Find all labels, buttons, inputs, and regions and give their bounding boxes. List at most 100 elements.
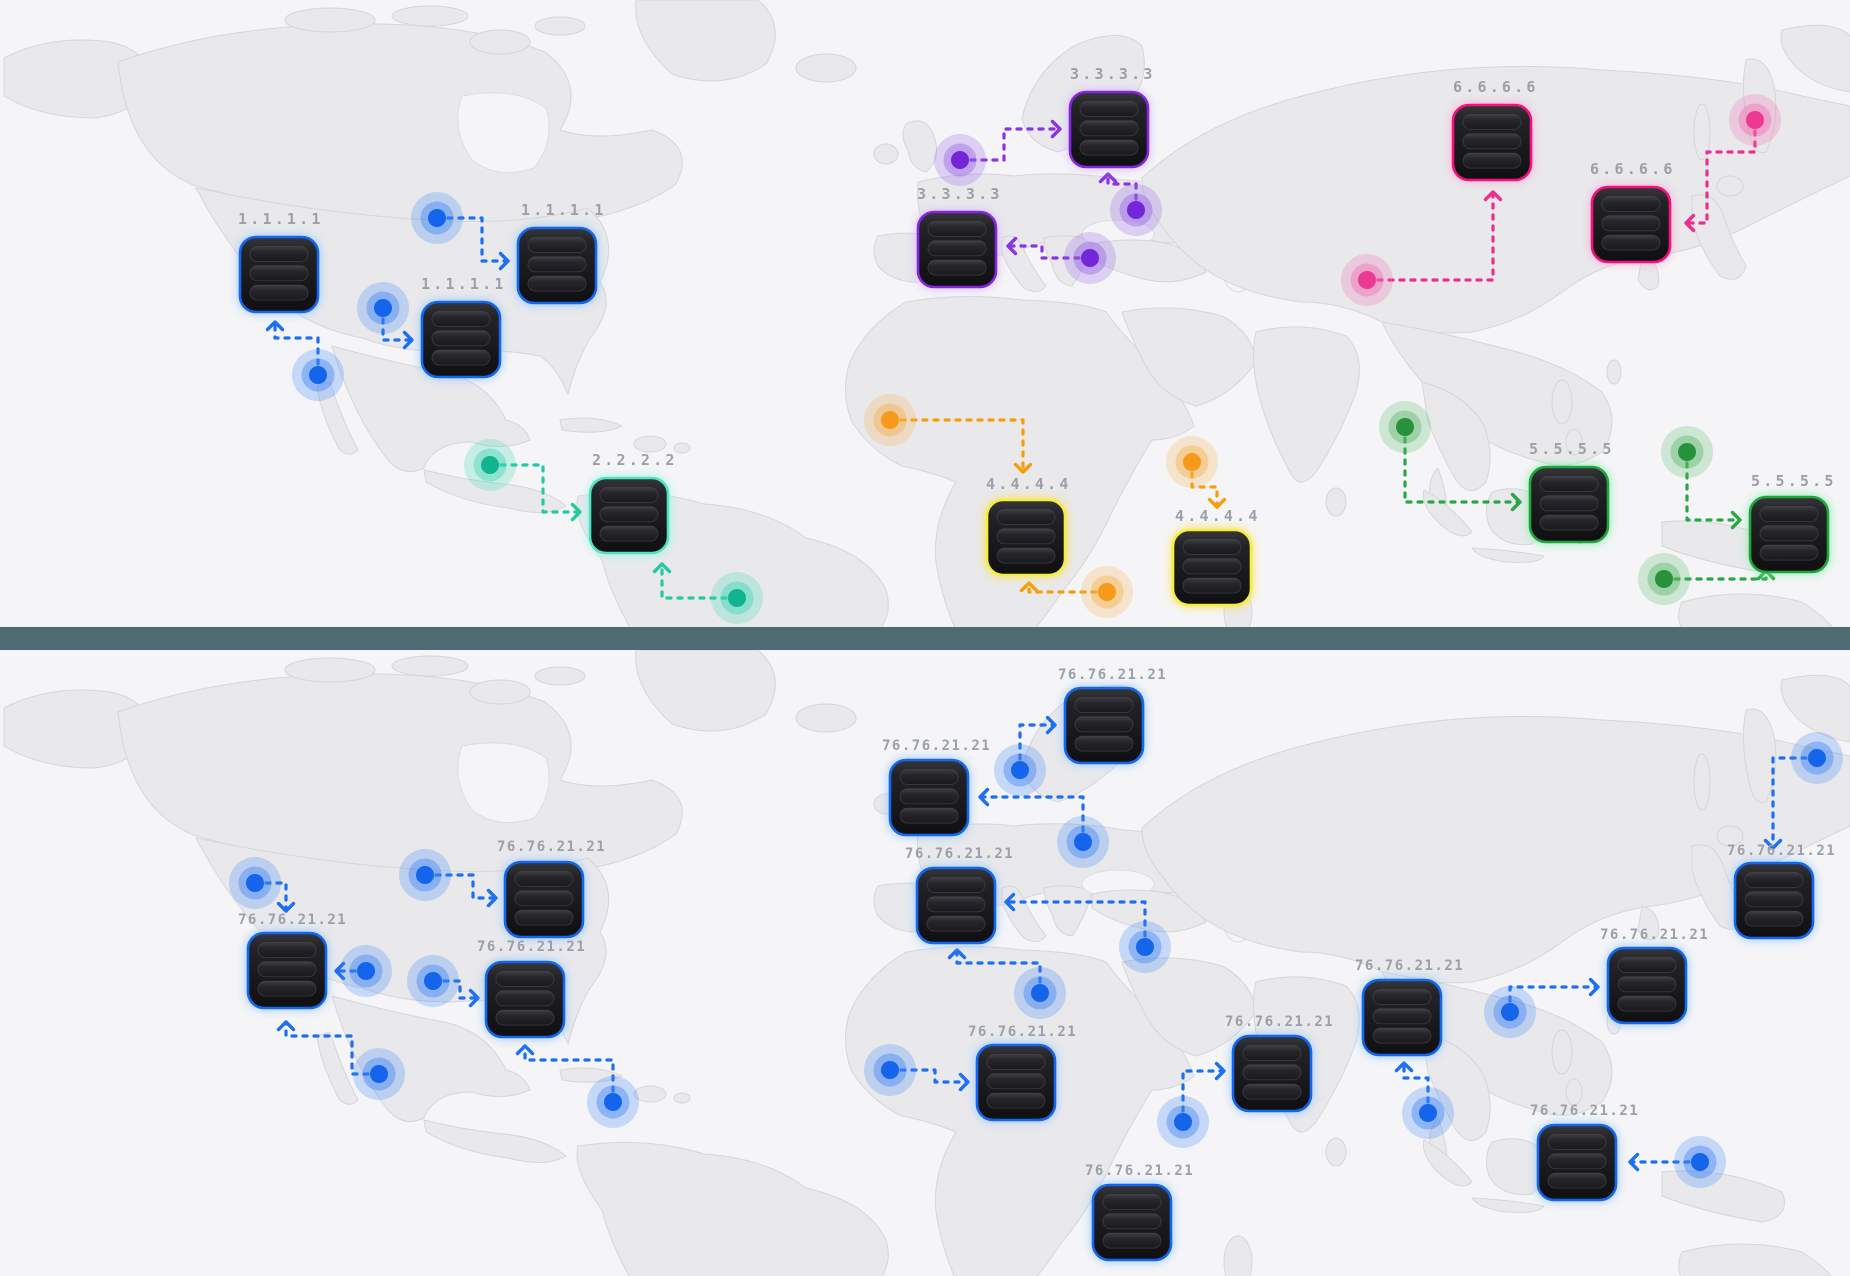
client-dot [1402, 1087, 1454, 1139]
server-slat [986, 1073, 1046, 1090]
server-slat [495, 1009, 555, 1026]
server-slat [1074, 697, 1134, 713]
server-slat [1759, 506, 1819, 522]
client-dot [1341, 254, 1393, 306]
client-dot [399, 849, 451, 901]
client-dot [864, 1044, 916, 1096]
ip-label: 1.1.1.1 [238, 210, 324, 228]
ip-group: 1.1.1.1 1.1.1.1 1.1.1.1 [238, 192, 603, 401]
route-path [958, 127, 1062, 162]
route-arrow-icon [652, 562, 672, 574]
server-slat [1547, 1153, 1607, 1170]
client-dot [1064, 232, 1116, 284]
server-slat [1102, 1213, 1162, 1230]
route-path [978, 795, 1085, 844]
server-node: 6.6.6.6 [1590, 160, 1676, 264]
ip-label: 1.1.1.1 [421, 275, 507, 293]
server-slat [1102, 1194, 1162, 1210]
route-path [1106, 172, 1138, 212]
server-slat [926, 877, 986, 893]
server-slat [1617, 976, 1677, 993]
client-dot [1057, 816, 1109, 868]
route-path [488, 463, 582, 514]
route-path [1662, 569, 1768, 581]
client-dot [1119, 921, 1171, 973]
ip-group: 76.76.21.21 76.76.21.21 76.76.21.21 76.76.2… [229, 667, 1843, 1262]
ip-label: 2.2.2.2 [592, 451, 678, 469]
client-dot [1674, 1136, 1726, 1188]
route-arrow-icon [947, 948, 967, 960]
server-slat [1462, 133, 1522, 150]
route-path [435, 216, 510, 263]
server-node: 3.3.3.3 [1068, 65, 1152, 169]
client-dot [1661, 426, 1713, 478]
server-slat [1744, 872, 1804, 888]
client-dot [353, 1048, 405, 1100]
route-arrow-icon [1628, 1152, 1640, 1172]
server-slat [527, 237, 587, 253]
route-path [1018, 723, 1057, 772]
ip-label: 76.76.21.21 [1085, 1163, 1194, 1179]
ip-label: 6.6.6.6 [1590, 160, 1676, 178]
server-slat [926, 915, 986, 932]
route-path [888, 1068, 970, 1084]
server-slat [1372, 1027, 1432, 1044]
server-slat [1079, 101, 1139, 117]
route-arrow-icon [486, 888, 498, 908]
server-node: 4.4.4.4 [985, 475, 1072, 577]
route-path [1006, 244, 1092, 260]
server-slat [1759, 525, 1819, 542]
client-dot [994, 744, 1046, 796]
route-path [253, 881, 288, 913]
route-path [1684, 118, 1757, 225]
server-slat [1601, 215, 1661, 232]
ip-label: 4.4.4.4 [986, 475, 1072, 493]
server-node: 2.2.2.2 [588, 451, 678, 555]
route-path [523, 1044, 615, 1104]
server-slat [1539, 514, 1599, 531]
client-dot [292, 349, 344, 401]
route-path [660, 562, 739, 600]
ip-label: 76.76.21.21 [905, 846, 1014, 862]
ip-label: 76.76.21.21 [1355, 958, 1464, 974]
route-arrow-icon [276, 1020, 296, 1032]
ip-label: 76.76.21.21 [1600, 927, 1709, 943]
ip-label: 76.76.21.21 [477, 939, 586, 955]
route-arrow-icon [276, 901, 296, 913]
server-node: 76.76.21.21 [1600, 927, 1709, 1025]
ip-label: 76.76.21.21 [968, 1024, 1077, 1040]
server-slat [527, 256, 587, 273]
client-dot [1166, 436, 1218, 488]
route-arrow-icon [468, 988, 480, 1008]
unicast-map: 1.1.1.1 1.1.1.11.1.1.12.2.2.23.3.3.33.3.3… [3, 0, 1850, 627]
server-node: 4.4.4.4 [1171, 507, 1257, 607]
route-arrow-icon [1006, 236, 1018, 256]
server-slat [927, 259, 987, 276]
route-path [1181, 1069, 1226, 1124]
route-arrow-icon [1019, 581, 1039, 593]
route-path [284, 1020, 381, 1076]
client-dot [407, 955, 459, 1007]
server-slat [986, 1054, 1046, 1070]
server-slat [1617, 995, 1677, 1012]
client-dot [1638, 553, 1690, 605]
server-slat [514, 890, 574, 907]
server-slat [899, 807, 959, 824]
server-node: 76.76.21.21 [1727, 843, 1835, 940]
route-path [1190, 460, 1219, 509]
server-slat [431, 330, 491, 347]
route-path [1403, 425, 1522, 504]
server-slat [1744, 910, 1804, 927]
client-dot [1157, 1096, 1209, 1148]
route-arrow-icon [1004, 892, 1016, 912]
route-arrow-icon [1207, 497, 1227, 509]
ip-label: 76.76.21.21 [1225, 1014, 1334, 1030]
route-path [955, 948, 1042, 995]
server-slat [996, 509, 1056, 525]
route-arrow-icon [1013, 462, 1033, 474]
server-slat [927, 221, 987, 237]
route-path [1365, 190, 1495, 282]
server-slat [257, 961, 317, 978]
server-slat [1547, 1172, 1607, 1189]
